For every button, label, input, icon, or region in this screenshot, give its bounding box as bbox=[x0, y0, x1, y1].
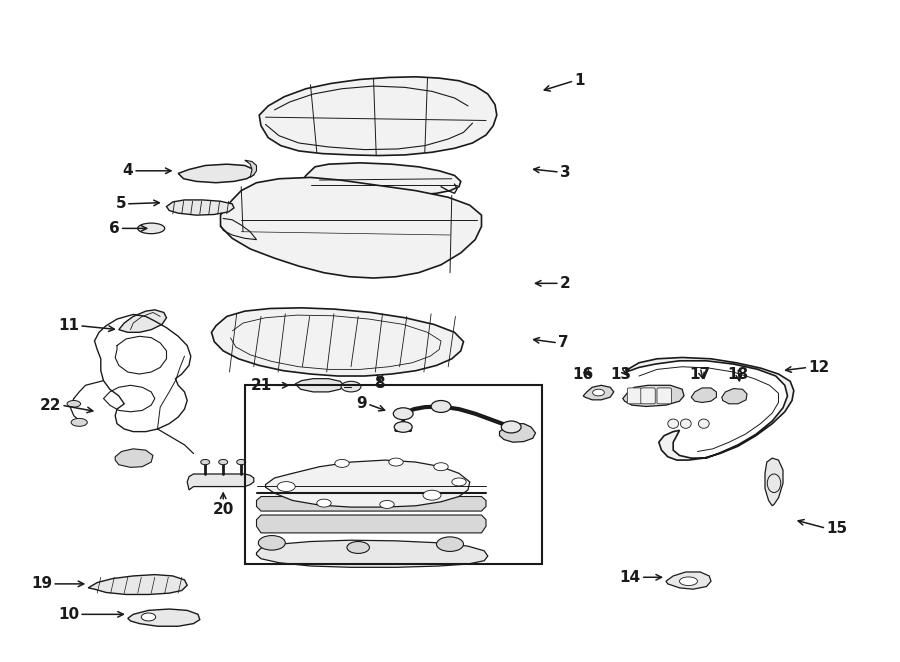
PathPatch shape bbox=[623, 385, 684, 406]
Ellipse shape bbox=[380, 500, 394, 508]
Text: 7: 7 bbox=[558, 336, 569, 350]
PathPatch shape bbox=[301, 163, 461, 197]
FancyBboxPatch shape bbox=[627, 388, 642, 404]
PathPatch shape bbox=[166, 200, 234, 215]
Ellipse shape bbox=[431, 401, 451, 412]
Text: 4: 4 bbox=[122, 164, 133, 178]
PathPatch shape bbox=[256, 515, 486, 533]
Text: 22: 22 bbox=[40, 398, 61, 412]
PathPatch shape bbox=[178, 164, 254, 183]
PathPatch shape bbox=[115, 449, 153, 467]
Ellipse shape bbox=[219, 459, 228, 465]
Ellipse shape bbox=[393, 408, 413, 420]
PathPatch shape bbox=[187, 474, 254, 490]
Ellipse shape bbox=[138, 223, 165, 234]
Ellipse shape bbox=[317, 499, 331, 507]
PathPatch shape bbox=[583, 385, 614, 400]
Text: 5: 5 bbox=[115, 197, 126, 211]
Ellipse shape bbox=[668, 419, 679, 428]
Text: 1: 1 bbox=[574, 73, 585, 88]
Text: 17: 17 bbox=[689, 367, 711, 383]
Text: 18: 18 bbox=[727, 367, 749, 383]
Ellipse shape bbox=[258, 536, 285, 550]
PathPatch shape bbox=[128, 609, 200, 626]
PathPatch shape bbox=[212, 308, 464, 376]
Ellipse shape bbox=[341, 381, 361, 392]
Text: 13: 13 bbox=[610, 367, 632, 383]
Ellipse shape bbox=[67, 401, 81, 407]
Ellipse shape bbox=[680, 419, 691, 428]
PathPatch shape bbox=[256, 540, 488, 567]
PathPatch shape bbox=[256, 496, 486, 511]
Text: 9: 9 bbox=[356, 397, 367, 411]
Text: 21: 21 bbox=[250, 378, 272, 393]
Ellipse shape bbox=[434, 463, 448, 471]
Text: 2: 2 bbox=[560, 276, 571, 291]
Ellipse shape bbox=[436, 537, 464, 551]
FancyBboxPatch shape bbox=[657, 388, 671, 404]
Ellipse shape bbox=[423, 490, 441, 500]
Text: 11: 11 bbox=[58, 318, 79, 333]
PathPatch shape bbox=[88, 575, 187, 594]
Text: 20: 20 bbox=[212, 502, 234, 517]
Ellipse shape bbox=[71, 418, 87, 426]
PathPatch shape bbox=[500, 424, 536, 442]
PathPatch shape bbox=[626, 357, 794, 460]
Ellipse shape bbox=[389, 458, 403, 466]
PathPatch shape bbox=[220, 177, 482, 278]
PathPatch shape bbox=[245, 160, 256, 177]
Ellipse shape bbox=[277, 482, 295, 491]
Text: 8: 8 bbox=[374, 376, 385, 391]
Ellipse shape bbox=[335, 459, 349, 467]
Text: 14: 14 bbox=[620, 570, 641, 585]
Ellipse shape bbox=[347, 542, 370, 553]
PathPatch shape bbox=[266, 460, 470, 507]
Ellipse shape bbox=[201, 459, 210, 465]
Ellipse shape bbox=[680, 577, 698, 586]
PathPatch shape bbox=[666, 572, 711, 589]
Ellipse shape bbox=[501, 421, 521, 433]
Ellipse shape bbox=[592, 389, 605, 396]
Ellipse shape bbox=[698, 419, 709, 428]
FancyBboxPatch shape bbox=[641, 388, 655, 404]
PathPatch shape bbox=[259, 77, 497, 156]
PathPatch shape bbox=[765, 458, 783, 506]
Ellipse shape bbox=[452, 478, 466, 486]
Ellipse shape bbox=[394, 422, 412, 432]
Text: 6: 6 bbox=[109, 221, 120, 236]
Text: 10: 10 bbox=[58, 607, 79, 622]
PathPatch shape bbox=[295, 379, 344, 392]
Text: 16: 16 bbox=[572, 367, 594, 383]
Text: 3: 3 bbox=[560, 165, 571, 179]
PathPatch shape bbox=[691, 388, 716, 402]
PathPatch shape bbox=[722, 389, 747, 404]
Text: 12: 12 bbox=[808, 360, 830, 375]
Bar bbox=[245, 385, 542, 564]
Text: 15: 15 bbox=[826, 521, 847, 536]
Ellipse shape bbox=[141, 613, 156, 621]
Ellipse shape bbox=[237, 459, 246, 465]
PathPatch shape bbox=[119, 310, 166, 332]
Text: 19: 19 bbox=[32, 577, 52, 591]
